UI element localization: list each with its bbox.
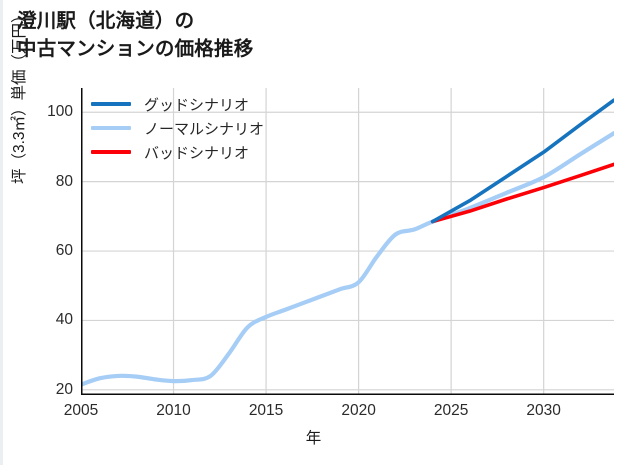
x-tick-label: 2030 <box>526 402 561 419</box>
series-line-グッドシナリオ <box>430 98 614 224</box>
legend-label: バッドシナリオ <box>144 144 250 162</box>
x-tick-label: 2020 <box>341 402 376 419</box>
legend-swatch-icon <box>91 150 131 154</box>
legend-item[interactable]: グッドシナリオ <box>91 92 321 116</box>
legend-label: グッドシナリオ <box>144 96 250 114</box>
x-axis-label: 年 <box>305 430 322 447</box>
series-line-ノーマルシナリオ <box>81 131 614 387</box>
x-tick-label: 2015 <box>248 402 284 419</box>
y-tick-label: 60 <box>55 242 73 260</box>
series-line-バッドシナリオ <box>430 162 614 224</box>
chart-canvas <box>81 88 614 395</box>
legend-item[interactable]: バッドシナリオ <box>91 140 321 164</box>
y-tick-label: 100 <box>47 103 73 121</box>
x-tick-label: 2005 <box>63 402 99 419</box>
legend-label: ノーマルシナリオ <box>144 120 265 138</box>
y-tick-label: 20 <box>55 380 73 398</box>
x-tick-label: 2025 <box>433 402 469 419</box>
chart-legend: グッドシナリオ ノーマルシナリオ バッドシナリオ <box>91 92 321 164</box>
plot-area <box>81 88 614 395</box>
chart-title: 澄川駅（北海道）の 中古マンションの価格推移 <box>17 10 254 60</box>
y-axis-label-container: 坪（3.3㎡）単価（万円） <box>11 7 41 395</box>
y-tick-label: 40 <box>55 311 73 329</box>
y-tick-label: 80 <box>55 172 73 190</box>
legend-swatch-icon <box>91 126 131 130</box>
y-axis-label: 坪（3.3㎡）単価（万円） <box>11 7 28 184</box>
legend-swatch-icon <box>91 102 131 106</box>
legend-item[interactable]: ノーマルシナリオ <box>91 116 321 140</box>
x-tick-label: 2010 <box>156 402 191 419</box>
